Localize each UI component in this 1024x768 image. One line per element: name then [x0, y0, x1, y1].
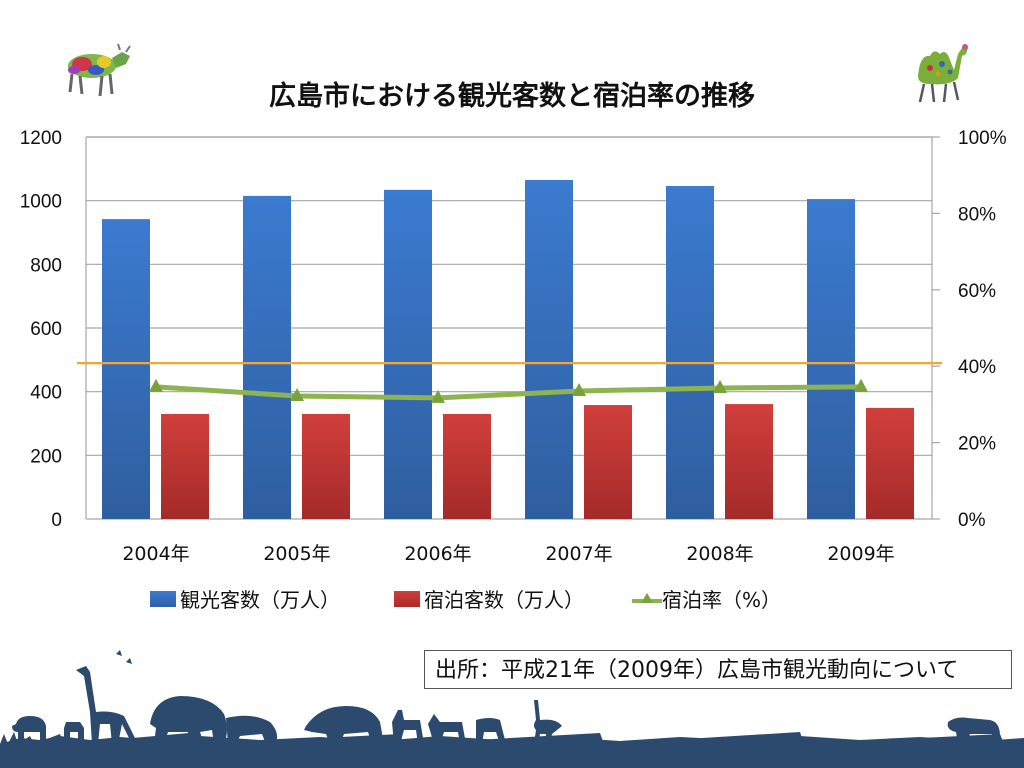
bar-stays	[866, 407, 914, 519]
axes	[85, 136, 940, 520]
y-axis-right-labels: 0% 20% 40% 60% 80% 100%	[958, 128, 1007, 531]
bar-visitors	[243, 195, 291, 519]
y-left-tick-label: 800	[30, 255, 62, 276]
y-right-tick-label: 60%	[958, 281, 996, 302]
y-left-tick-label: 0	[51, 510, 62, 531]
y-left-tick-label: 400	[30, 383, 62, 404]
rate-marker	[290, 387, 304, 401]
rate-marker	[149, 378, 163, 392]
colorful-cow-icon	[68, 43, 131, 97]
y-left-tick-label: 600	[30, 319, 62, 340]
bar-visitors	[807, 199, 855, 519]
y-left-tick-label: 1000	[20, 192, 62, 213]
source-note: 出所：平成21年（2009年）広島市観光動向について	[424, 650, 1012, 689]
rate-marker	[572, 383, 586, 397]
rate-marker	[854, 378, 868, 392]
y-left-tick-label: 200	[30, 446, 62, 467]
y-right-tick-label: 80%	[958, 204, 996, 225]
y-axis-left-labels: 0 200 400 600 800 1000 1200	[20, 128, 62, 531]
safari-animal-silhouettes	[0, 650, 1024, 768]
rate-line-group	[149, 378, 868, 403]
bar-stays	[443, 413, 491, 519]
x-tick-label: 2004年	[122, 543, 189, 565]
bars	[102, 179, 914, 520]
x-tick-label: 2005年	[263, 543, 330, 565]
legend-swatch-stays	[394, 590, 420, 607]
x-tick-label: 2007年	[545, 543, 612, 565]
y-right-tick-label: 20%	[958, 434, 996, 455]
bar-stays	[302, 413, 350, 519]
legend-item-visitors: 観光客数（万人）	[150, 584, 340, 613]
rate-line	[155, 384, 862, 401]
legend-swatch-rate	[632, 592, 662, 603]
legend: 観光客数（万人） 宿泊客数（万人） 宿泊率（%）	[150, 584, 825, 613]
x-tick-label: 2008年	[686, 543, 753, 565]
legend-label-visitors: 観光客数（万人）	[180, 588, 340, 612]
legend-item-stays: 宿泊客数（万人）	[394, 584, 584, 613]
y-right-tick-label: 100%	[958, 128, 1007, 149]
rate-marker	[713, 379, 727, 393]
bar-stays	[161, 413, 209, 519]
gridlines	[86, 136, 932, 456]
y-right-tick-label: 0%	[958, 510, 986, 531]
rate-marker	[431, 389, 445, 403]
chart: 0 200 400 600 800 1000 1200 0% 20% 40% 60% 80% 100%…	[20, 128, 1007, 565]
legend-swatch-visitors	[150, 590, 176, 607]
chart-title: 広島市における観光客数と宿泊率の推移	[269, 81, 755, 112]
bar-visitors	[666, 186, 714, 520]
bar-stays	[725, 404, 773, 519]
bar-visitors	[384, 189, 432, 520]
bar-visitors	[102, 219, 150, 519]
x-tick-label: 2006年	[404, 543, 471, 565]
x-axis-labels: 2004年 2005年 2006年 2007年 2008年 2009年	[122, 543, 894, 565]
y-right-tick-label: 40%	[958, 357, 996, 378]
y-left-tick-label: 1200	[20, 128, 62, 149]
legend-item-rate: 宿泊率（%）	[632, 584, 781, 613]
bar-stays	[584, 405, 632, 519]
bar-visitors	[525, 179, 573, 519]
legend-label-rate: 宿泊率（%）	[662, 588, 782, 612]
legend-label-stays: 宿泊客数（万人）	[424, 588, 584, 612]
x-tick-label: 2009年	[827, 543, 894, 565]
green-camel-icon	[918, 44, 968, 103]
